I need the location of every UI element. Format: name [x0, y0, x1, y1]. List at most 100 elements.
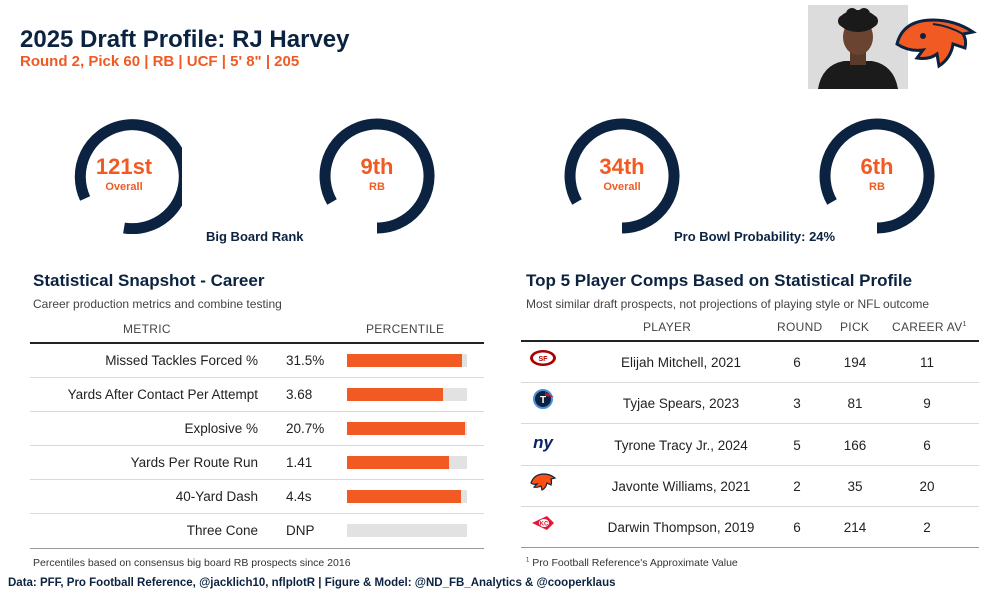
big-board-caption: Big Board Rank — [206, 229, 304, 244]
stats-metric-value: 4.4s — [286, 489, 312, 504]
comp-round: 6 — [793, 520, 801, 535]
percentile-bar-track — [347, 388, 467, 401]
row-divider — [30, 479, 484, 480]
page-subtitle: Round 2, Pick 60 | RB | UCF | 5' 8" | 20… — [20, 53, 300, 70]
comp-round: 3 — [793, 396, 801, 411]
stats-metric-value: 3.68 — [286, 387, 313, 402]
percentile-bar-track — [347, 490, 467, 503]
comp-career-av: 9 — [923, 396, 931, 411]
big-board-rb-value: 9th RB — [360, 154, 394, 193]
percentile-bar-track — [347, 354, 467, 367]
stats-row: Missed Tackles Forced % 31.5% — [30, 344, 484, 378]
percentile-bar-track — [347, 524, 467, 537]
row-divider — [521, 506, 979, 507]
comp-career-av: 11 — [919, 355, 934, 370]
comp-pick: 35 — [847, 479, 863, 494]
stats-metric-name: Explosive % — [184, 421, 258, 436]
comp-round: 5 — [793, 438, 801, 453]
stats-subtitle: Career production metrics and combine te… — [33, 297, 282, 311]
percentile-bar-fill — [347, 490, 461, 503]
comps-header-rule — [521, 340, 979, 342]
stats-col-percentile: PERCENTILE — [366, 322, 445, 336]
pro-bowl-overall-value: 34th Overall — [599, 154, 645, 193]
comp-career-av: 20 — [919, 479, 935, 494]
row-divider — [521, 423, 979, 424]
stats-metric-value: DNP — [286, 523, 315, 538]
comps-footnote: 1 Pro Football Reference's Approximate V… — [526, 557, 738, 569]
comps-col-pick: PICK — [840, 320, 870, 334]
comp-career-av: 6 — [923, 438, 931, 453]
source-credit: Data: PFF, Pro Football Reference, @jack… — [8, 577, 616, 589]
comp-row: T Tyjae Spears, 2023 3 81 9 — [521, 383, 979, 424]
row-divider — [30, 445, 484, 446]
comp-player-name: Tyjae Spears, 2023 — [622, 396, 740, 411]
comp-row: SF Elijah Mitchell, 2021 6 194 11 — [521, 342, 979, 383]
row-divider — [30, 411, 484, 412]
stats-metric-name: Three Cone — [186, 523, 258, 538]
chiefs-logo-icon: KC — [529, 512, 557, 534]
row-divider — [30, 377, 484, 378]
pro-bowl-overall-ring — [564, 118, 680, 234]
stats-metric-name: 40-Yard Dash — [175, 489, 258, 504]
pro-bowl-caption: Pro Bowl Probability: 24% — [674, 229, 836, 244]
comp-player-name: Javonte Williams, 2021 — [611, 479, 751, 494]
player-photo — [808, 5, 908, 89]
comps-col-player: PLAYER — [643, 320, 692, 334]
percentile-bar-track — [347, 422, 467, 435]
row-divider — [521, 465, 979, 466]
comp-row: KC Darwin Thompson, 2019 6 214 2 — [521, 507, 979, 548]
table-bottom-rule — [30, 548, 484, 549]
percentile-bar-fill — [347, 422, 465, 435]
percentile-bar-fill — [347, 456, 449, 469]
comp-round: 2 — [793, 479, 801, 494]
stats-footnote: Percentiles based on consensus big board… — [33, 557, 351, 569]
comp-player-name: Tyrone Tracy Jr., 2024 — [614, 438, 748, 453]
svg-text:SF: SF — [539, 356, 549, 363]
row-divider — [521, 382, 979, 383]
percentile-bar-fill — [347, 388, 443, 401]
comps-title: Top 5 Player Comps Based on Statistical … — [526, 271, 913, 290]
comp-player-name: Darwin Thompson, 2019 — [607, 520, 755, 535]
stats-metric-name: Missed Tackles Forced % — [105, 353, 258, 368]
broncos-logo-icon — [893, 14, 977, 72]
comp-pick: 166 — [843, 438, 867, 453]
comp-career-av: 2 — [923, 520, 931, 535]
comp-row: Javonte Williams, 2021 2 35 20 — [521, 466, 979, 507]
stats-row: Three Cone DNP — [30, 514, 484, 549]
comps-col-round: ROUND — [777, 320, 823, 334]
comp-pick: 81 — [847, 396, 863, 411]
stats-metric-name: Yards After Contact Per Attempt — [67, 387, 258, 402]
row-divider — [521, 547, 979, 548]
stats-row: Yards Per Route Run 1.41 — [30, 446, 484, 480]
comps-subtitle: Most similar draft prospects, not projec… — [526, 297, 930, 311]
stats-title: Statistical Snapshot - Career — [33, 271, 265, 290]
stats-col-metric: METRIC — [123, 322, 171, 336]
titans-logo-icon: T — [529, 388, 557, 410]
comp-player-name: Elijah Mitchell, 2021 — [620, 355, 742, 370]
broncos-logo-icon — [529, 471, 557, 493]
stats-row: Explosive % 20.7% — [30, 412, 484, 446]
big-board-rb-ring — [319, 118, 435, 234]
giants-logo-icon: ny — [529, 430, 557, 452]
svg-text:KC: KC — [540, 522, 549, 528]
big-board-overall-ring — [74, 119, 182, 234]
stats-row: 40-Yard Dash 4.4s — [30, 480, 484, 514]
comp-round: 6 — [793, 355, 801, 370]
big-board-overall-value: 121st Overall — [95, 154, 153, 193]
row-divider — [30, 513, 484, 514]
stats-row: Yards After Contact Per Attempt 3.68 — [30, 378, 484, 412]
stats-header-rule — [30, 342, 484, 344]
percentile-bar-track — [347, 456, 467, 469]
svg-text:ny: ny — [533, 433, 554, 452]
pro-bowl-rb-value: 6th RB — [860, 154, 894, 193]
stats-metric-value: 1.41 — [286, 455, 313, 470]
percentile-bar-fill — [347, 354, 462, 367]
comp-pick: 214 — [843, 520, 867, 535]
comp-row: ny Tyrone Tracy Jr., 2024 5 166 6 — [521, 425, 979, 466]
pro-bowl-rb-ring — [819, 118, 935, 234]
49ers-logo-icon: SF — [529, 347, 557, 369]
stats-metric-name: Yards Per Route Run — [130, 455, 258, 470]
stats-metric-value: 31.5% — [286, 353, 325, 368]
comp-pick: 194 — [843, 355, 867, 370]
svg-text:T: T — [540, 395, 546, 406]
